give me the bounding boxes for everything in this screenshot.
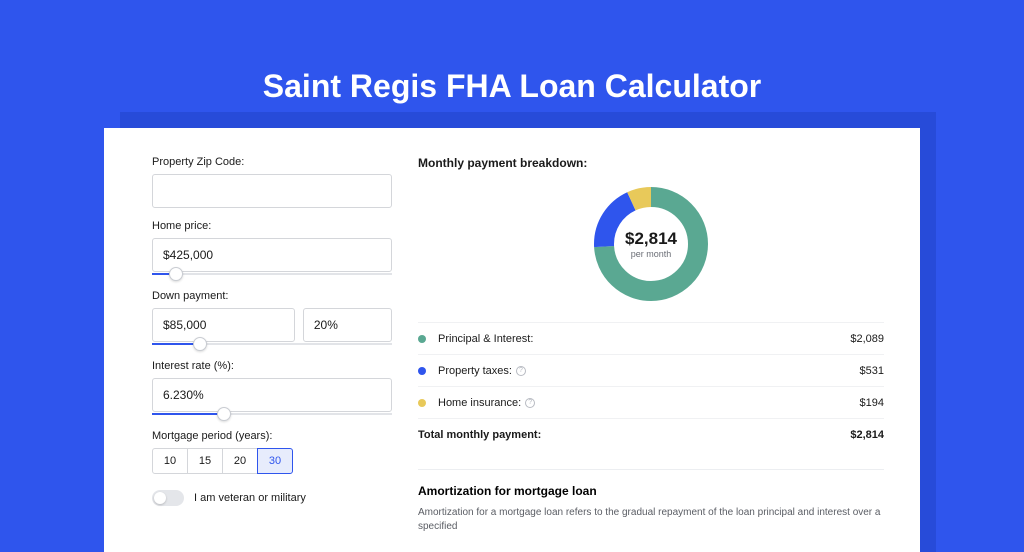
zip-field: Property Zip Code: [152, 156, 392, 208]
veteran-label: I am veteran or military [194, 492, 306, 504]
home-price-slider[interactable] [152, 270, 392, 278]
legend-label-principal: Principal & Interest: [438, 333, 533, 345]
down-payment-amount-input[interactable] [152, 308, 295, 342]
legend-label-taxes-text: Property taxes: [438, 365, 512, 377]
legend-dot-taxes [418, 367, 426, 375]
veteran-row: I am veteran or military [152, 490, 392, 506]
donut-value: $2,814 [625, 229, 677, 249]
zip-input[interactable] [152, 174, 392, 208]
amortization-title: Amortization for mortgage loan [418, 484, 884, 498]
down-payment-slider[interactable] [152, 340, 392, 348]
form-column: Property Zip Code: Home price: Down paym… [152, 156, 392, 552]
period-button-group: 10 15 20 30 [152, 448, 392, 474]
legend-label-taxes: Property taxes: ? [438, 365, 526, 377]
legend-dot-principal [418, 335, 426, 343]
amortization-text: Amortization for a mortgage loan refers … [418, 506, 884, 534]
interest-input[interactable] [152, 378, 392, 412]
legend: Principal & Interest: $2,089 Property ta… [418, 322, 884, 451]
legend-label-insurance-text: Home insurance: [438, 397, 521, 409]
interest-slider[interactable] [152, 410, 392, 418]
toggle-knob [154, 492, 166, 504]
donut-center: $2,814 per month [591, 184, 711, 304]
breakdown-column: Monthly payment breakdown: $2,814 per mo… [418, 156, 884, 552]
down-payment-label: Down payment: [152, 290, 392, 302]
info-icon[interactable]: ? [516, 366, 526, 376]
legend-val-taxes: $531 [860, 365, 884, 377]
amortization-section: Amortization for mortgage loan Amortizat… [418, 469, 884, 534]
info-icon[interactable]: ? [525, 398, 535, 408]
legend-val-principal: $2,089 [850, 333, 884, 345]
veteran-toggle[interactable] [152, 490, 184, 506]
home-price-label: Home price: [152, 220, 392, 232]
legend-val-total: $2,814 [850, 429, 884, 441]
period-btn-10[interactable]: 10 [152, 448, 188, 474]
period-btn-20[interactable]: 20 [222, 448, 258, 474]
legend-label-insurance: Home insurance: ? [438, 397, 535, 409]
interest-field: Interest rate (%): [152, 360, 392, 418]
calculator-card: Property Zip Code: Home price: Down paym… [104, 128, 920, 552]
donut-chart: $2,814 per month [591, 184, 711, 304]
home-price-field: Home price: [152, 220, 392, 278]
legend-row-principal: Principal & Interest: $2,089 [418, 323, 884, 355]
period-btn-30[interactable]: 30 [257, 448, 293, 474]
zip-label: Property Zip Code: [152, 156, 392, 168]
interest-label: Interest rate (%): [152, 360, 392, 372]
donut-sub: per month [631, 249, 672, 259]
legend-val-insurance: $194 [860, 397, 884, 409]
home-price-input[interactable] [152, 238, 392, 272]
donut-wrap: $2,814 per month [418, 184, 884, 304]
page-title: Saint Regis FHA Loan Calculator [0, 68, 1024, 105]
legend-dot-insurance [418, 399, 426, 407]
down-payment-field: Down payment: [152, 290, 392, 348]
period-label: Mortgage period (years): [152, 430, 392, 442]
down-payment-pct-input[interactable] [303, 308, 392, 342]
legend-row-insurance: Home insurance: ? $194 [418, 387, 884, 419]
legend-row-taxes: Property taxes: ? $531 [418, 355, 884, 387]
breakdown-title: Monthly payment breakdown: [418, 156, 884, 170]
legend-label-total: Total monthly payment: [418, 429, 541, 441]
period-field: Mortgage period (years): 10 15 20 30 [152, 430, 392, 474]
period-btn-15[interactable]: 15 [187, 448, 223, 474]
legend-row-total: Total monthly payment: $2,814 [418, 419, 884, 451]
